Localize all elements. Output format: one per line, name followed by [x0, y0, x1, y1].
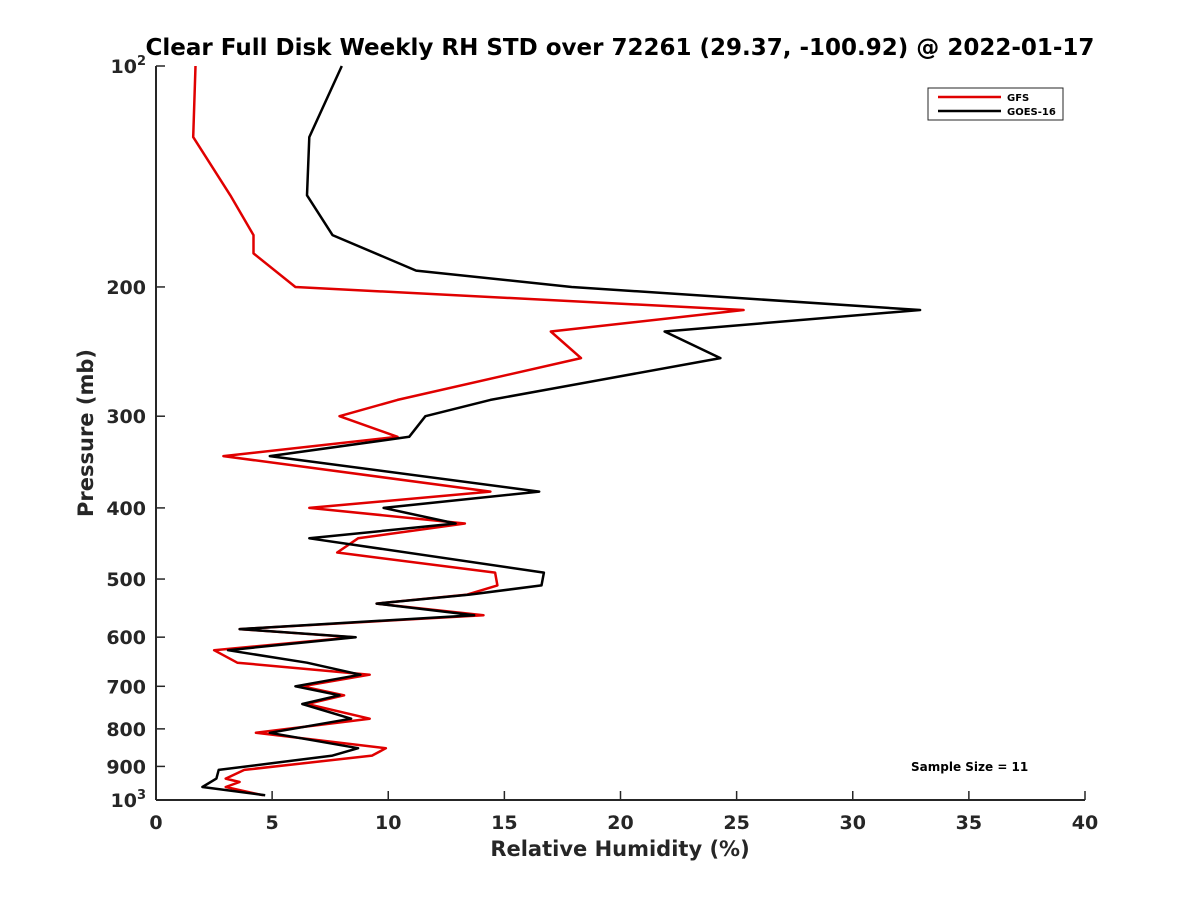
x-tick-label: 40 [1072, 812, 1098, 834]
x-tick-label: 20 [607, 812, 633, 834]
y-ticks: 102 200 300 400 500 600 700 800 900 103 [106, 54, 165, 812]
y-axis-label: Pressure (mb) [74, 349, 98, 517]
x-tick-label: 0 [149, 812, 162, 834]
sample-size-annotation: Sample Size = 11 [911, 760, 1028, 774]
legend: GFS GOES-16 [927, 87, 1064, 121]
y-tick-label: 700 [106, 676, 146, 698]
x-axis-label: Relative Humidity (%) [490, 837, 749, 861]
series-line-goes-16 [201, 65, 922, 797]
series-layer [191, 65, 922, 797]
y-tick-label: 102 [111, 54, 147, 78]
y-tick-label: 500 [106, 569, 146, 591]
y-tick-label: 800 [106, 719, 146, 741]
y-tick-label: 300 [106, 406, 146, 428]
y-tick-label: 400 [106, 498, 146, 520]
x-tick-label: 30 [840, 812, 866, 834]
y-tick-label: 900 [106, 756, 146, 778]
x-tick-label: 25 [723, 812, 749, 834]
x-tick-label: 15 [491, 812, 517, 834]
x-tick-label: 5 [266, 812, 279, 834]
legend-label-gfs: GFS [1007, 93, 1029, 104]
legend-label-goes-16: GOES-16 [1007, 107, 1056, 118]
y-tick-label: 200 [106, 277, 146, 299]
plot-area [156, 66, 1085, 800]
x-tick-label: 10 [375, 812, 401, 834]
y-tick-label: 103 [111, 788, 147, 812]
y-tick-label: 600 [106, 627, 146, 649]
x-tick-label: 35 [956, 812, 982, 834]
x-ticks: 0 5 10 15 20 25 30 35 40 [149, 791, 1098, 834]
legend-box [927, 87, 1064, 121]
chart-title: Clear Full Disk Weekly RH STD over 72261… [146, 35, 1095, 61]
